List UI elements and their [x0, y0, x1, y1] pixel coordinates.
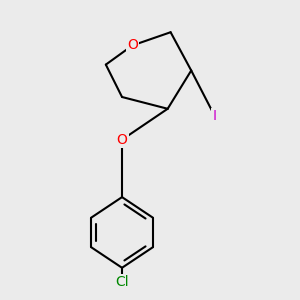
- Text: I: I: [213, 109, 217, 123]
- Text: Cl: Cl: [115, 275, 129, 290]
- Text: O: O: [127, 38, 138, 52]
- Text: O: O: [117, 133, 128, 147]
